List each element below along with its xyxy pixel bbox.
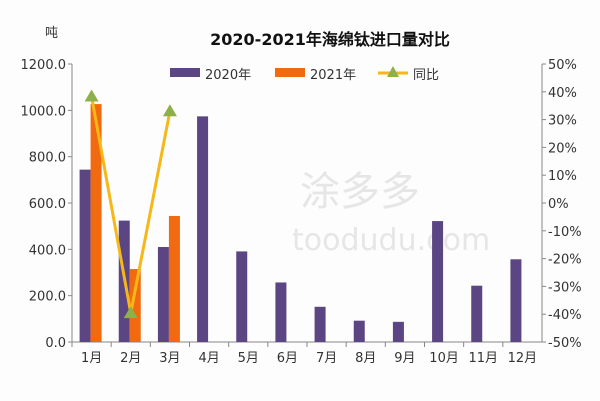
y2-tick-label: 30%	[548, 114, 577, 129]
y-tick-label: 0.0	[45, 336, 66, 351]
x-tick-label: 5月	[238, 351, 259, 366]
legend-label: 同比	[413, 68, 439, 83]
bar-2020年	[197, 116, 209, 343]
legend-marker	[387, 66, 399, 77]
yoy-marker	[162, 104, 177, 117]
y2-tick-label: -50%	[548, 336, 582, 351]
watermark-text: 涂多多	[300, 169, 420, 215]
y-tick-label: 1000.0	[21, 104, 67, 119]
y2-tick-label: 0%	[548, 197, 569, 212]
y-tick-label: 200.0	[29, 290, 66, 305]
x-tick-label: 4月	[198, 351, 219, 366]
y-tick-label: 400.0	[29, 243, 66, 258]
legend-swatch	[275, 68, 305, 77]
bar-2020年	[392, 321, 404, 342]
y2-tick-label: -20%	[548, 253, 582, 268]
bar-2020年	[353, 320, 365, 342]
bar-2020年	[471, 285, 483, 342]
y2-tick-label: 40%	[548, 86, 577, 101]
x-tick-label: 12月	[508, 351, 538, 366]
bar-2020年	[157, 247, 169, 342]
bar-2020年	[275, 282, 287, 342]
y2-tick-label: -40%	[548, 308, 582, 323]
bar-2020年	[510, 259, 522, 342]
y-tick-label: 800.0	[29, 151, 66, 166]
bar-2021年	[90, 104, 102, 342]
bar-2021年	[168, 215, 180, 342]
x-tick-label: 1月	[81, 351, 102, 366]
yoy-marker	[84, 89, 99, 102]
y2-tick-label: -30%	[548, 280, 582, 295]
x-tick-label: 2月	[120, 351, 141, 366]
y2-tick-label: 20%	[548, 141, 577, 156]
x-tick-label: 10月	[429, 351, 459, 366]
chart-title: 2020-2021年海绵钛进口量对比	[210, 30, 450, 49]
x-tick-label: 6月	[277, 351, 298, 366]
x-tick-label: 8月	[355, 351, 376, 366]
x-tick-label: 11月	[468, 351, 498, 366]
y-tick-label: 1200.0	[21, 58, 67, 73]
bar-2020年	[236, 251, 248, 342]
y2-tick-label: 10%	[548, 169, 577, 184]
watermark-url: toodudu.com	[292, 223, 490, 258]
legend-label: 2020年	[205, 68, 251, 83]
y-axis-label: 吨	[45, 26, 58, 41]
x-tick-label: 3月	[159, 351, 180, 366]
legend-swatch	[170, 68, 200, 77]
x-tick-label: 7月	[316, 351, 337, 366]
x-tick-label: 9月	[394, 351, 415, 366]
y2-tick-label: -10%	[548, 225, 582, 240]
bar-2020年	[314, 306, 326, 342]
y2-tick-label: 50%	[548, 58, 577, 73]
legend-label: 2021年	[310, 68, 356, 83]
bar-2020年	[79, 169, 91, 342]
bar-2021年	[129, 269, 141, 342]
yoy-marker	[123, 306, 138, 319]
y-tick-label: 600.0	[29, 197, 66, 212]
bar-2020年	[432, 221, 444, 342]
